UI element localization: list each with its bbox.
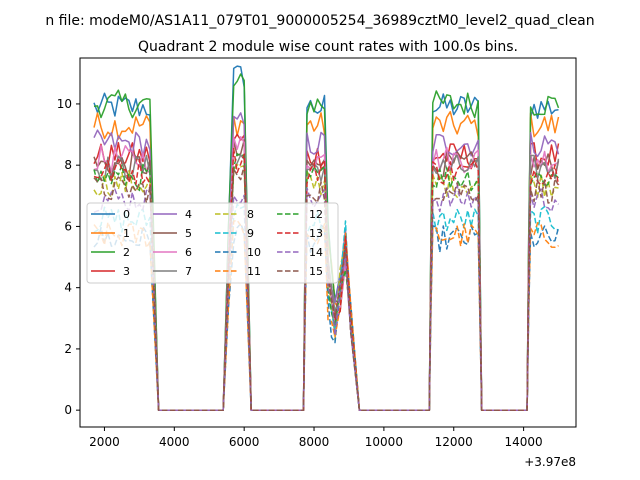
legend-label-8: 8 <box>247 208 254 221</box>
figure-suptitle: n file: modeM0/AS1A11_079T01_9000005254_… <box>45 13 594 29</box>
y-tick-label: 0 <box>64 403 72 417</box>
x-tick-label: 12000 <box>435 435 473 449</box>
legend-label-10: 10 <box>247 246 261 259</box>
x-tick-label: 2000 <box>89 435 120 449</box>
legend-label-15: 15 <box>309 265 323 278</box>
chart-title: Quadrant 2 module wise count rates with … <box>138 39 518 55</box>
legend-label-9: 9 <box>247 227 254 240</box>
y-tick-label: 4 <box>64 281 72 295</box>
y-tick-label: 6 <box>64 219 72 233</box>
x-tick-label: 14000 <box>505 435 543 449</box>
legend-label-4: 4 <box>185 208 192 221</box>
legend-label-7: 7 <box>185 265 192 278</box>
x-tick-label: 8000 <box>299 435 330 449</box>
x-tick-label: 6000 <box>229 435 260 449</box>
y-tick-label: 10 <box>57 97 72 111</box>
x-axis: 2000 4000 6000 8000 10000 12000 14000 <box>89 427 543 449</box>
y-tick-label: 8 <box>64 158 72 172</box>
legend-label-5: 5 <box>185 227 192 240</box>
legend-label-2: 2 <box>123 246 130 259</box>
legend-label-12: 12 <box>309 208 323 221</box>
y-tick-label: 2 <box>64 342 72 356</box>
x-tick-label: 4000 <box>159 435 190 449</box>
series-line-15 <box>93 164 560 411</box>
plot-frame <box>79 57 577 428</box>
legend-label-6: 6 <box>185 246 192 259</box>
x-offset-label: +3.97e8 <box>524 455 576 469</box>
legend-box <box>86 202 339 284</box>
legend-label-11: 11 <box>247 265 261 278</box>
legend-label-14: 14 <box>309 246 323 259</box>
legend-label-1: 1 <box>123 227 130 240</box>
legend-label-3: 3 <box>123 265 130 278</box>
legend-label-13: 13 <box>309 227 323 240</box>
x-tick-label: 10000 <box>365 435 403 449</box>
y-axis: 0 2 4 6 8 10 <box>57 97 80 417</box>
legend-label-0: 0 <box>123 208 130 221</box>
